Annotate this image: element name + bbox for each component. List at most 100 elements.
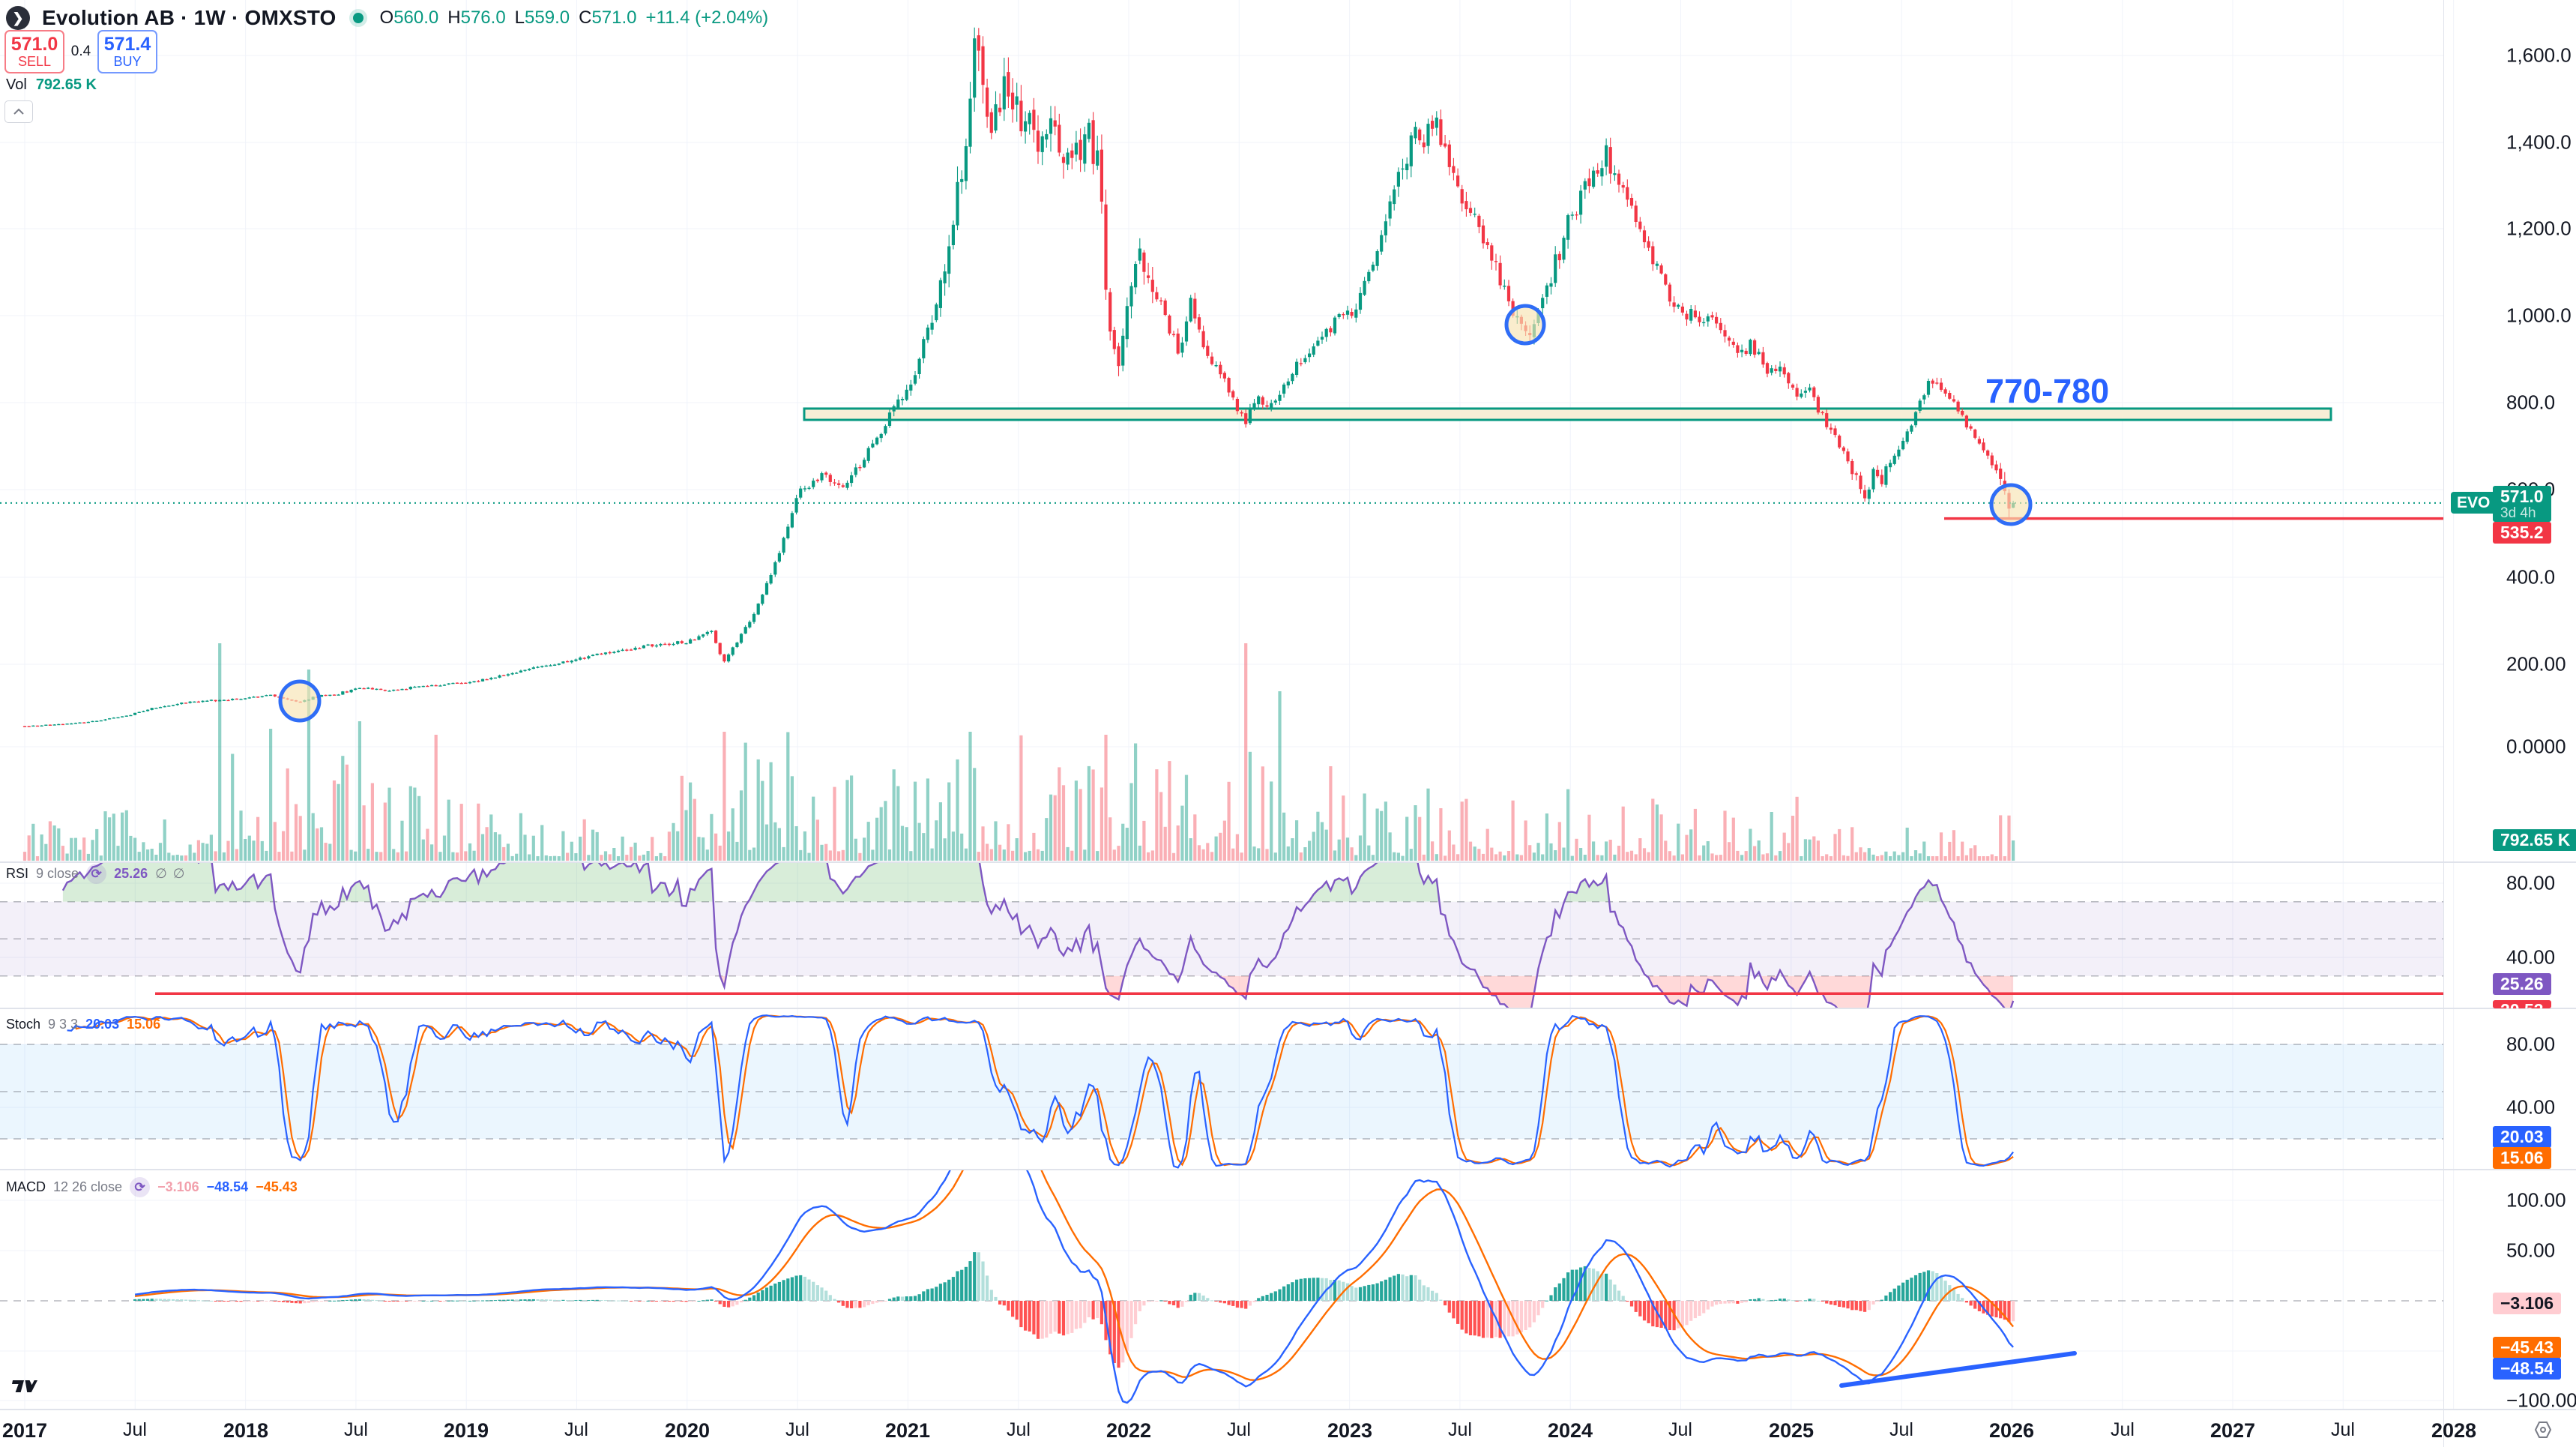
market-status-icon[interactable] — [352, 13, 364, 23]
macd-refresh-icon[interactable]: ⟳ — [130, 1177, 151, 1197]
time-axis-year-label: 2026 — [1988, 1419, 2035, 1442]
axis-label: −100.00 — [2506, 1389, 2576, 1412]
axis-label: 1,000.0 — [2506, 304, 2572, 327]
last-price-badge: 571.0 3d 4h — [2493, 486, 2551, 522]
rsi-value: 25.26 — [114, 866, 148, 881]
time-axis-year-label: 2028 — [2431, 1419, 2477, 1442]
macd-hist-axis-badge: −3.106 — [2493, 1293, 2561, 1314]
symbol-logo-icon[interactable]: ❯ — [6, 6, 30, 30]
rsi-axis-badge: 25.26 — [2493, 973, 2551, 995]
buy-button[interactable]: 571.4 BUY — [97, 30, 157, 73]
low-label: L — [514, 7, 525, 28]
axis-label: 80.00 — [2506, 871, 2556, 894]
axis-label: 100.00 — [2506, 1188, 2566, 1212]
macd-params: 12 26 close — [53, 1179, 123, 1194]
change-value: +11.4 (+2.04%) — [645, 7, 769, 28]
stoch-d-axis-badge: 15.06 — [2493, 1147, 2551, 1169]
rsi-name[interactable]: RSI — [6, 866, 29, 881]
rsi-refresh-icon[interactable]: ⟳ — [86, 864, 107, 884]
open-value: 560.0 — [393, 7, 439, 28]
volume-axis-badge: 792.65 K — [2493, 829, 2576, 851]
time-axis-month-label: Jul — [1668, 1419, 1692, 1440]
time-axis-month-label: Jul — [1007, 1419, 1031, 1440]
macd-trendline-drawing[interactable] — [1839, 1351, 2077, 1388]
buy-label: BUY — [113, 53, 142, 69]
axis-label: 1,200.0 — [2506, 217, 2572, 240]
time-axis-month-label: Jul — [2111, 1419, 2135, 1440]
tradingview-logo-icon[interactable] — [12, 1380, 37, 1397]
bar-countdown: 3d 4h — [2500, 505, 2536, 521]
time-axis-month-label: Jul — [2331, 1419, 2355, 1440]
low-value: 559.0 — [525, 7, 570, 28]
time-axis-month-label: Jul — [1227, 1419, 1251, 1440]
highlight-circle-drawing-1[interactable] — [278, 679, 322, 723]
symbol-title[interactable]: Evolution AB · 1W · OMXSTO — [42, 6, 337, 29]
pane-separator[interactable] — [0, 861, 2576, 863]
time-axis-year-label: 2023 — [1327, 1419, 1373, 1442]
macd-signal-line[interactable] — [134, 1110, 2015, 1382]
stoch-legend-row: Stoch 9 3 3 20.03 15.06 — [6, 1017, 160, 1032]
collapse-legend-button[interactable] — [4, 100, 33, 123]
time-axis-year-label: 2019 — [443, 1419, 489, 1442]
time-axis-year-label: 2022 — [1105, 1419, 1152, 1442]
macd-line[interactable] — [134, 1080, 2014, 1404]
pane-separator[interactable] — [0, 1409, 2576, 1410]
buy-price: 571.4 — [103, 34, 151, 55]
time-axis-year-label: 2025 — [1768, 1419, 1815, 1442]
stoch-k-value: 20.03 — [85, 1017, 120, 1032]
volume-value: 792.65 K — [35, 76, 97, 93]
macd-histogram — [133, 1252, 2015, 1368]
symbol-tag-badge: EVO — [2451, 492, 2497, 514]
time-axis-month-label: Jul — [564, 1419, 588, 1440]
time-axis-month-label: Jul — [123, 1419, 147, 1440]
sell-button[interactable]: 571.0 SELL — [4, 30, 64, 73]
sell-price: 571.0 — [10, 34, 58, 55]
time-axis-year-label: 2017 — [1, 1419, 48, 1442]
macd-line-axis-badge: −48.54 — [2493, 1358, 2561, 1380]
axis-label: 1,400.0 — [2506, 130, 2572, 154]
high-label: H — [447, 7, 461, 28]
macd-name[interactable]: MACD — [6, 1179, 46, 1194]
axis-label: 80.00 — [2506, 1032, 2556, 1056]
symbol-header: ❯ Evolution AB · 1W · OMXSTO O560.0 H576… — [6, 6, 768, 30]
macd-hist-value: −3.106 — [157, 1179, 199, 1194]
resistance-zone-drawing[interactable] — [803, 407, 2332, 421]
open-label: O — [379, 7, 394, 28]
time-axis-year-label: 2021 — [884, 1419, 931, 1442]
axis-label: 50.00 — [2506, 1239, 2556, 1262]
stoch-name[interactable]: Stoch — [6, 1017, 41, 1032]
pane-separator[interactable] — [0, 1008, 2576, 1009]
stoch-d-value: 15.06 — [127, 1017, 161, 1032]
price-axis-border — [2443, 0, 2444, 1447]
spread-value: 0.4 — [70, 43, 91, 59]
axis-settings-icon[interactable] — [2533, 1420, 2553, 1443]
zone-price-range-label[interactable]: 770-780 — [1985, 372, 2110, 410]
last-price-value: 571.0 — [2500, 487, 2544, 506]
volume-label: Vol — [6, 76, 27, 93]
axis-label: 40.00 — [2506, 945, 2556, 969]
alert-price-badge: 535.2 — [2493, 522, 2551, 544]
axis-label: 0.0000 — [2506, 735, 2566, 758]
axis-label: 400.0 — [2506, 565, 2556, 589]
macd-signal-axis-badge: −45.43 — [2493, 1337, 2561, 1359]
volume-bars — [22, 643, 2015, 861]
candlestick-series[interactable] — [22, 27, 2015, 727]
highlight-circle-drawing-3[interactable] — [1989, 483, 2033, 526]
rsi-line[interactable] — [61, 846, 2015, 1023]
time-axis-year-label: 2018 — [223, 1419, 269, 1442]
time-axis-month-label: Jul — [344, 1419, 368, 1440]
axis-label: 1,600.0 — [2506, 43, 2572, 67]
high-value: 576.0 — [460, 7, 506, 28]
chevron-up-icon — [13, 108, 24, 115]
pane-separator[interactable] — [0, 1169, 2576, 1170]
time-axis-year-label: 2027 — [2209, 1419, 2256, 1442]
macd-line-value: −48.54 — [206, 1179, 249, 1194]
axis-label: 200.00 — [2506, 652, 2566, 676]
stoch-k-line[interactable] — [67, 1014, 2014, 1169]
highlight-circle-drawing-2[interactable] — [1504, 304, 1546, 346]
rsi-legend-row: RSI 9 close ⟳ 25.26 ∅∅ — [6, 864, 190, 884]
gridlines — [0, 0, 2455, 1410]
time-axis-month-label: Jul — [1448, 1419, 1472, 1440]
stoch-params: 9 3 3 — [48, 1017, 79, 1032]
